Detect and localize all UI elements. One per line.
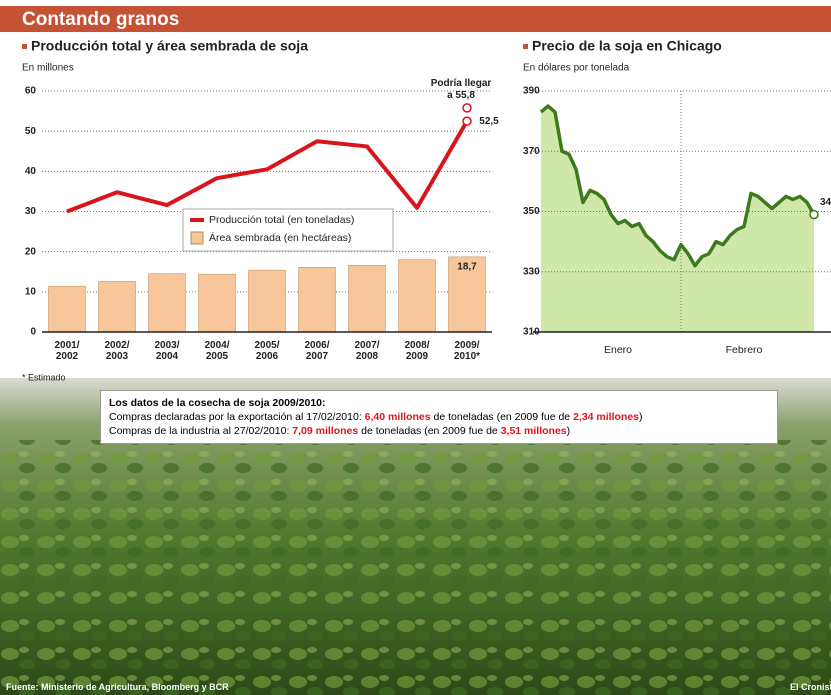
info-text: de toneladas (en 2009 fue de xyxy=(430,411,574,423)
info-line: Compras de la industria al 27/02/2010: 7… xyxy=(109,424,769,438)
bar xyxy=(48,285,86,333)
info-box: Los datos de la cosecha de soja 2009/201… xyxy=(100,390,778,444)
legend-label: Producción total (en toneladas) xyxy=(209,214,354,226)
bar xyxy=(198,273,236,333)
x-tick-label: 2002/ 2003 xyxy=(104,340,130,362)
bar xyxy=(148,273,186,333)
area xyxy=(541,106,814,332)
x-tick-label: 2001/ 2002 xyxy=(54,340,80,362)
info-text: 3,51 millones xyxy=(500,425,567,437)
y-axis-label: En millones xyxy=(22,63,74,74)
x-tick-label: Febrero xyxy=(726,344,763,356)
x-tick-label: Enero xyxy=(604,344,632,356)
end-marker xyxy=(809,209,819,220)
bar xyxy=(448,256,486,333)
bullet xyxy=(523,44,528,49)
info-text: ) xyxy=(639,411,643,423)
info-line: Compras declaradas por la exportación al… xyxy=(109,410,769,424)
y-tick-label: 310 xyxy=(523,327,540,338)
line xyxy=(539,104,816,268)
header-bar xyxy=(0,6,831,32)
brand: El Cronista xyxy=(790,682,831,692)
header-title: Contando granos xyxy=(22,9,179,30)
note: * Estimado xyxy=(22,372,66,382)
line-value-label: 52,5 xyxy=(479,116,499,127)
y-tick-label: 60 xyxy=(25,86,37,97)
bar xyxy=(98,281,136,333)
info-text: 2,34 millones xyxy=(573,411,640,423)
bar xyxy=(398,259,436,333)
y-tick-label: 350 xyxy=(523,206,540,217)
info-title: Los datos de la cosecha de soja 2009/201… xyxy=(109,397,326,409)
x-tick-label: 2006/ 2007 xyxy=(304,340,330,362)
x-tick-label: 2004/ 2005 xyxy=(204,340,230,362)
info-text: Compras declaradas por la exportación al… xyxy=(109,411,365,423)
y-tick-label: 390 xyxy=(523,86,540,97)
y-tick-label: 40 xyxy=(25,166,37,177)
info-text: ) xyxy=(566,425,571,437)
legend-box xyxy=(182,208,394,252)
source: Fuente: Ministerio de Agricultura, Bloom… xyxy=(6,682,229,692)
y-tick-label: 330 xyxy=(523,266,540,277)
x-tick-label: 2008/ 2009 xyxy=(404,340,430,362)
y-tick-label: 30 xyxy=(25,206,37,217)
info-text: de toneladas (en 2009 fue de xyxy=(358,425,501,437)
bar xyxy=(298,267,336,333)
y-axis-label: En dólares por tonelada xyxy=(523,63,630,74)
line xyxy=(66,120,469,214)
info-text: Compras de la industria al 27/02/2010: xyxy=(109,425,293,437)
x-tick-label: 2009/ 2010* xyxy=(453,340,481,362)
x-tick-label: 2007/ 2008 xyxy=(354,340,380,362)
photo-leaves xyxy=(0,440,831,695)
y-tick-label: 50 xyxy=(25,126,37,137)
annotation: Podría llegar a 55,8 xyxy=(431,78,492,101)
info-text: 7,09 millones xyxy=(292,425,359,437)
y-tick-label: 0 xyxy=(30,327,36,338)
y-tick-label: 370 xyxy=(523,146,540,157)
chart-title: Precio de la soja en Chicago xyxy=(532,38,722,54)
y-tick-label: 10 xyxy=(25,286,37,297)
legend-label: Área sembrada (en hectáreas) xyxy=(209,231,351,244)
bar-value-label: 18,7 xyxy=(457,262,477,273)
bar xyxy=(348,265,386,333)
info-text: 6,40 millones xyxy=(364,411,431,423)
y-tick-label: 20 xyxy=(25,246,37,257)
bullet xyxy=(22,44,27,49)
bar xyxy=(248,269,286,333)
legend-swatch xyxy=(190,231,204,245)
x-tick-label: 2003/ 2004 xyxy=(154,340,180,362)
chart-title: Producción total y área sembrada de soja xyxy=(31,38,308,54)
end-label: 349 xyxy=(820,197,831,208)
point-marker xyxy=(462,116,472,126)
x-tick-label: 2005/ 2006 xyxy=(254,340,280,362)
projection-marker xyxy=(462,103,472,113)
